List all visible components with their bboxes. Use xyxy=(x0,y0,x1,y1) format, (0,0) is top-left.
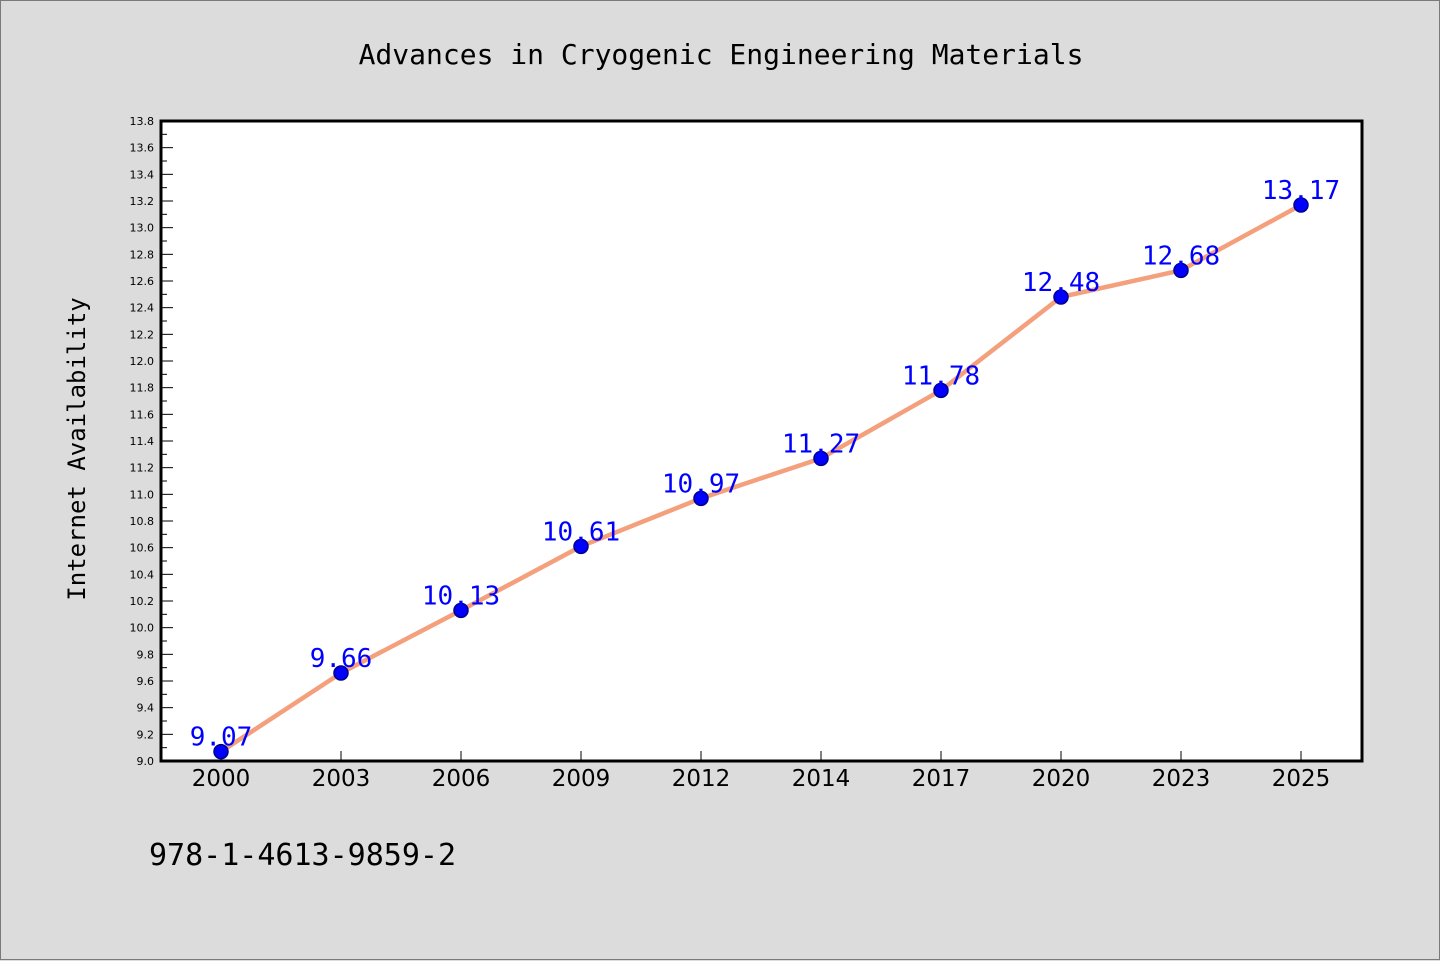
data-point xyxy=(813,450,829,467)
y-tick-label: 10.4 xyxy=(130,568,155,581)
x-tick-label: 2003 xyxy=(312,766,371,792)
data-label: 11.27 xyxy=(782,429,860,459)
data-label: 9.07 xyxy=(190,723,253,753)
y-tick-label: 10.2 xyxy=(130,595,155,608)
data-point xyxy=(1173,262,1189,279)
data-points-group xyxy=(213,197,1309,760)
y-axis-ticks: 9.0 9.2 9.4 9.6 9.8 10.0 10.2 10.4 10.6 10.8 11.0 1… xyxy=(130,115,173,768)
y-tick-label: 11.0 xyxy=(130,488,155,501)
x-axis-ticks: 2000 2003 2006 2009 2012 2014 2017 2020 2023 2025 xyxy=(192,751,1331,792)
y-tick-label: 13.2 xyxy=(130,195,155,208)
data-point xyxy=(213,743,229,760)
x-tick-label: 2023 xyxy=(1152,766,1211,792)
y-tick-label: 12.4 xyxy=(130,302,155,315)
plot-area xyxy=(161,121,1362,761)
data-point xyxy=(1293,197,1309,213)
y-tick-label: 12.6 xyxy=(130,275,155,288)
y-tick-label: 13.0 xyxy=(130,222,155,235)
y-tick-label: 10.6 xyxy=(130,542,155,555)
series-line xyxy=(218,202,1304,754)
y-tick-label: 9.0 xyxy=(137,755,155,768)
x-tick-label: 2025 xyxy=(1272,766,1331,792)
y-tick-label: 9.2 xyxy=(137,728,155,741)
data-label: 10.61 xyxy=(542,517,620,547)
y-tick-label: 10.8 xyxy=(130,515,155,528)
y-tick-label: 13.6 xyxy=(130,142,155,155)
x-tick-label: 2000 xyxy=(192,766,251,792)
x-tick-label: 2009 xyxy=(552,766,611,792)
y-tick-label: 12.8 xyxy=(130,248,155,261)
y-tick-label: 11.2 xyxy=(130,462,155,475)
data-label: 12.48 xyxy=(1022,268,1100,298)
data-label: 11.78 xyxy=(902,361,980,391)
data-point xyxy=(453,602,469,619)
isbn-footer: 978-1-4613-9859-2 xyxy=(149,838,456,873)
x-tick-label: 2012 xyxy=(672,766,731,792)
y-tick-label: 11.8 xyxy=(130,382,155,395)
data-point xyxy=(693,490,709,507)
y-tick-label: 9.6 xyxy=(137,675,155,688)
data-point xyxy=(933,382,949,399)
y-tick-label: 13.8 xyxy=(130,115,155,128)
data-point xyxy=(1053,289,1069,305)
data-point xyxy=(573,538,589,555)
data-label: 13.17 xyxy=(1262,176,1340,206)
y-tick-label: 10.0 xyxy=(130,622,155,635)
y-tick-label: 11.6 xyxy=(130,408,155,421)
chart-title: Advances in Cryogenic Engineering Materi… xyxy=(359,38,1084,71)
series-line-group xyxy=(218,202,1304,754)
x-tick-label: 2014 xyxy=(792,766,851,792)
y-tick-label: 9.4 xyxy=(137,702,155,715)
data-label: 12.68 xyxy=(1142,241,1220,271)
y-axis-label: Internet Availability xyxy=(63,297,91,600)
data-point xyxy=(333,665,349,681)
data-label: 10.97 xyxy=(662,469,740,499)
y-tick-label: 13.4 xyxy=(130,168,155,181)
data-label: 10.13 xyxy=(422,581,500,611)
data-label: 9.66 xyxy=(310,644,373,674)
y-tick-label: 11.4 xyxy=(130,435,155,448)
x-tick-label: 2020 xyxy=(1032,766,1091,792)
y-tick-label: 9.8 xyxy=(137,648,155,661)
x-tick-label: 2017 xyxy=(912,766,971,792)
y-tick-label: 12.2 xyxy=(130,328,155,341)
x-tick-label: 2006 xyxy=(432,766,491,792)
y-tick-label: 12.0 xyxy=(130,355,155,368)
data-labels-group: 9.07 9.66 10.13 10.61 10.97 11.27 11.78 12.48 12… xyxy=(190,176,1340,753)
plot-border xyxy=(159,119,1364,763)
